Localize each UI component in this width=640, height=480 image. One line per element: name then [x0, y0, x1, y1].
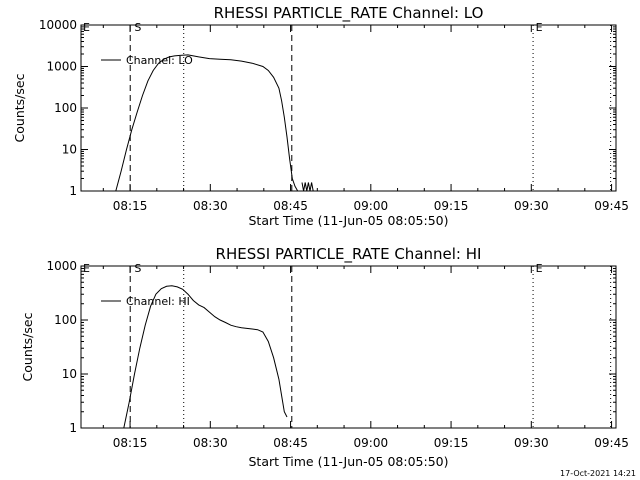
y-tick-label: 100: [54, 313, 77, 327]
x-tick-label: 09:30: [514, 436, 549, 450]
x-axis-label: Start Time (11-Jun-05 08:05:50): [249, 213, 449, 228]
chart-panel-lo: RHESSI PARTICLE_RATE Channel: LO 08:15 08:…: [12, 4, 629, 228]
event-marker: E: [83, 262, 90, 275]
y-tick-label: 1000: [46, 259, 77, 273]
x-tick-label: 09:15: [434, 199, 469, 213]
event-marker: E: [536, 262, 543, 275]
x-tick-label: 09:45: [594, 436, 629, 450]
plot-frame: [80, 24, 617, 192]
x-tick-label: 09:15: [434, 436, 469, 450]
event-marker: E: [83, 21, 90, 34]
x-tick-label: 08:30: [193, 199, 228, 213]
chart-title: RHESSI PARTICLE_RATE Channel: LO: [214, 4, 484, 23]
footer-timestamp: 17-Oct-2021 14:21: [560, 469, 636, 478]
chart-panel-hi: RHESSI PARTICLE_RATE Channel: HI 08:15 08:…: [20, 245, 629, 469]
y-tick-label: 100: [54, 101, 77, 115]
y-tick-label: 1: [69, 184, 77, 198]
x-tick-label: 09:00: [354, 199, 389, 213]
x-axis-label: Start Time (11-Jun-05 08:05:50): [249, 454, 449, 469]
event-marker: S: [134, 262, 141, 275]
series-line: [115, 54, 301, 192]
event-marker: S: [134, 21, 141, 34]
y-axis-label: Counts/sec: [12, 73, 27, 142]
x-tick-label: 08:15: [113, 436, 148, 450]
x-tick-label: 08:45: [273, 436, 308, 450]
legend-label: Channel: LO: [126, 54, 193, 67]
series-line: [301, 182, 314, 192]
y-tick-label: 10: [62, 143, 77, 157]
y-tick-label: 10000: [39, 18, 77, 32]
y-tick-label: 10: [62, 367, 77, 381]
x-tick-label: 08:45: [273, 199, 308, 213]
legend-label: Channel: HI: [126, 295, 190, 308]
plot-frame: [80, 265, 617, 429]
series-line: [123, 285, 288, 429]
event-marker: E: [536, 21, 543, 34]
y-tick-label: 1: [69, 421, 77, 435]
chart-title: RHESSI PARTICLE_RATE Channel: HI: [216, 245, 482, 264]
x-tick-label: 09:30: [514, 199, 549, 213]
x-tick-label: 08:30: [193, 436, 228, 450]
x-tick-label: 09:00: [354, 436, 389, 450]
x-tick-label: 08:15: [113, 199, 148, 213]
y-tick-label: 1000: [46, 60, 77, 74]
x-tick-label: 09:45: [594, 199, 629, 213]
y-axis-label: Counts/sec: [20, 312, 35, 381]
